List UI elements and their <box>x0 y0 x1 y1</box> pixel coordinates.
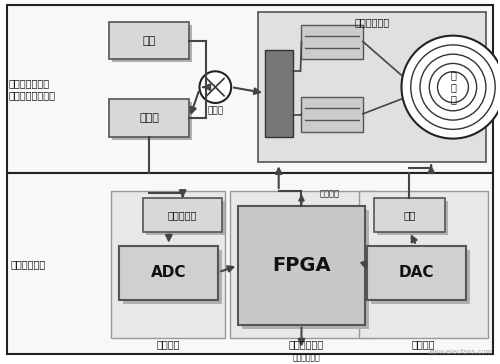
Text: 调制解调电路: 调制解调电路 <box>10 260 45 269</box>
Bar <box>8 173 492 355</box>
Bar <box>374 198 445 232</box>
Bar <box>112 25 192 62</box>
Text: 集成光学芯片: 集成光学芯片 <box>354 17 390 27</box>
Bar <box>258 12 486 162</box>
Text: 相位反馈: 相位反馈 <box>412 340 435 349</box>
Text: www.elecfans.com: www.elecfans.com <box>428 349 492 355</box>
Bar <box>230 191 374 338</box>
Text: 光纤陀螺仪表头
（需模拟部分别）: 光纤陀螺仪表头 （需模拟部分别） <box>8 78 56 100</box>
Text: 信号检测: 信号检测 <box>156 340 180 349</box>
Bar <box>302 25 363 59</box>
Text: 光
纤
环: 光 纤 环 <box>450 71 456 104</box>
Text: ADC: ADC <box>151 265 186 280</box>
Circle shape <box>402 36 500 139</box>
Bar <box>110 22 188 59</box>
Bar <box>8 5 492 173</box>
Bar <box>367 246 466 300</box>
Text: 数字信号处理: 数字信号处理 <box>289 340 324 349</box>
Bar <box>359 191 488 338</box>
Text: DAC: DAC <box>398 265 434 280</box>
Text: 耦合器: 耦合器 <box>208 106 224 115</box>
Bar <box>112 102 192 140</box>
Bar <box>238 206 365 325</box>
Bar <box>302 97 363 132</box>
Text: 放大、滤波: 放大、滤波 <box>168 210 198 220</box>
Bar <box>371 249 470 304</box>
Bar <box>124 249 222 304</box>
Text: 相位调制: 相位调制 <box>320 190 340 198</box>
Text: 驱动: 驱动 <box>403 210 415 220</box>
Bar <box>110 99 188 136</box>
Text: FPGA: FPGA <box>272 256 331 275</box>
Text: 探测器: 探测器 <box>139 113 159 123</box>
Bar <box>376 201 448 235</box>
Circle shape <box>438 72 468 103</box>
Bar <box>143 198 222 232</box>
Text: 光源: 光源 <box>142 36 156 46</box>
Circle shape <box>200 71 231 103</box>
Text: 陀螺转速输出: 陀螺转速输出 <box>292 353 320 363</box>
Bar <box>146 201 225 235</box>
Bar <box>265 50 292 136</box>
Bar <box>242 210 369 329</box>
Bar <box>112 191 225 338</box>
Bar <box>120 246 218 300</box>
